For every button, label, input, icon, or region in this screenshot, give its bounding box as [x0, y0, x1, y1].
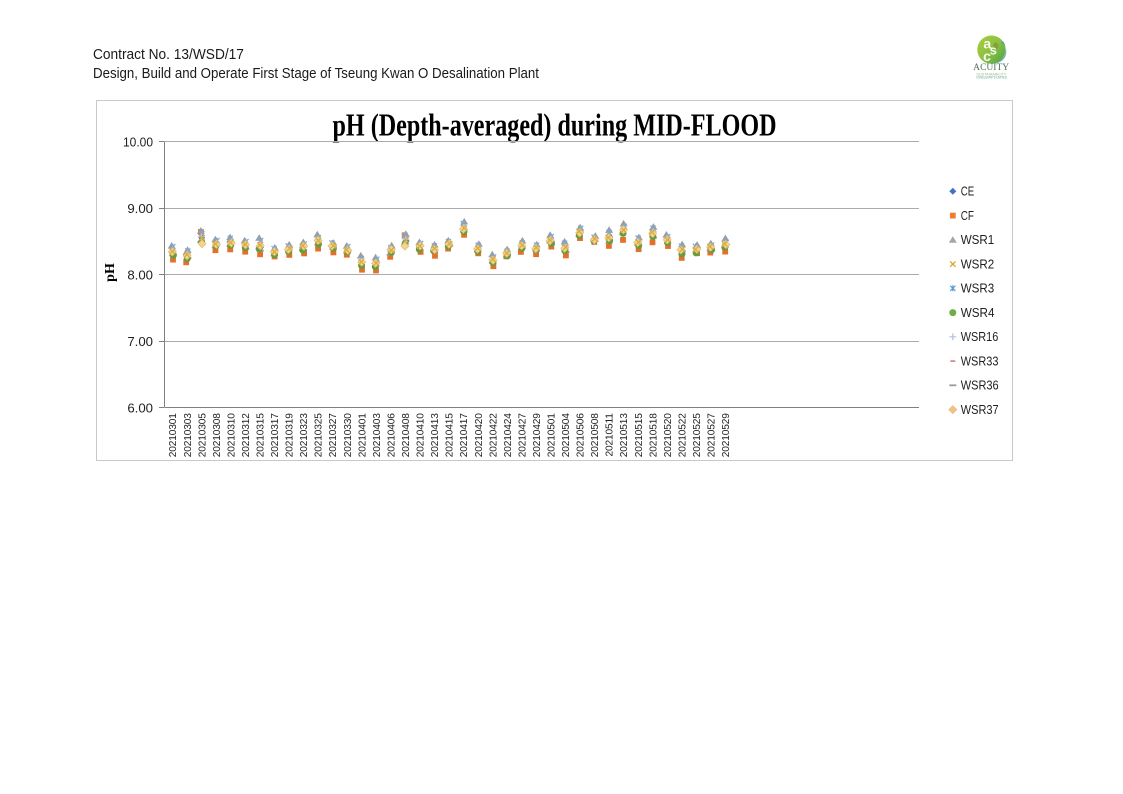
svg-text:20210310: 20210310: [226, 413, 237, 457]
svg-text:20210401: 20210401: [357, 413, 368, 457]
svg-text:CE: CE: [961, 185, 975, 199]
svg-text:WSR33: WSR33: [961, 354, 999, 368]
svg-text:SUSTAINABILITY: SUSTAINABILITY: [976, 72, 1007, 76]
svg-text:20210305: 20210305: [197, 413, 208, 457]
svg-text:20210415: 20210415: [445, 413, 456, 457]
svg-text:20210424: 20210424: [503, 413, 514, 457]
svg-text:20210330: 20210330: [343, 413, 354, 457]
svg-text:20210325: 20210325: [314, 413, 325, 457]
svg-text:20210529: 20210529: [721, 413, 732, 457]
svg-text:20210429: 20210429: [532, 413, 543, 457]
svg-text:20210403: 20210403: [372, 413, 383, 457]
svg-text:20210413: 20210413: [430, 413, 441, 457]
svg-text:20210422: 20210422: [488, 413, 499, 457]
svg-text:20210406: 20210406: [386, 413, 397, 457]
svg-text:20210303: 20210303: [183, 413, 194, 457]
svg-text:s: s: [990, 43, 997, 58]
svg-text:20210410: 20210410: [416, 413, 427, 457]
svg-text:pH: pH: [103, 263, 118, 282]
svg-text:WSR16: WSR16: [961, 330, 999, 344]
svg-text:WSR4: WSR4: [961, 306, 995, 320]
svg-text:20210327: 20210327: [328, 413, 339, 457]
svg-text:20210323: 20210323: [299, 413, 310, 457]
svg-text:20210515: 20210515: [634, 413, 645, 457]
svg-text:WSR1: WSR1: [961, 233, 995, 247]
svg-text:20210511: 20210511: [605, 413, 616, 457]
svg-text:8.00: 8.00: [127, 268, 153, 283]
svg-text:20210520: 20210520: [663, 413, 674, 457]
svg-text:20210522: 20210522: [678, 413, 689, 457]
svg-text:20210417: 20210417: [459, 413, 470, 457]
svg-text:CF: CF: [961, 209, 974, 223]
svg-text:20210506: 20210506: [576, 413, 587, 457]
svg-text:WSR36: WSR36: [961, 379, 999, 393]
svg-text:CONSULTANTS LIMITED: CONSULTANTS LIMITED: [976, 75, 1007, 79]
svg-text:WSR37: WSR37: [961, 403, 999, 417]
svg-text:7.00: 7.00: [127, 334, 153, 349]
svg-text:10.00: 10.00: [123, 135, 153, 150]
svg-text:9.00: 9.00: [127, 201, 153, 216]
svg-text:20210312: 20210312: [241, 413, 252, 457]
svg-text:20210308: 20210308: [212, 413, 223, 457]
svg-text:20210420: 20210420: [474, 413, 485, 457]
svg-text:c: c: [983, 48, 991, 64]
svg-text:20210301: 20210301: [168, 413, 179, 457]
svg-text:a: a: [983, 35, 991, 51]
svg-text:20210518: 20210518: [648, 413, 659, 457]
svg-text:20210504: 20210504: [561, 413, 572, 457]
svg-text:WSR2: WSR2: [961, 257, 995, 271]
svg-text:WSR3: WSR3: [961, 282, 995, 296]
svg-text:ACUITY: ACUITY: [973, 63, 1009, 73]
svg-text:20210508: 20210508: [590, 413, 601, 457]
svg-text:20210427: 20210427: [517, 413, 528, 457]
svg-text:20210501: 20210501: [547, 413, 558, 457]
svg-text:20210408: 20210408: [401, 413, 412, 457]
svg-text:20210525: 20210525: [692, 413, 703, 457]
svg-text:6.00: 6.00: [127, 401, 153, 416]
svg-text:20210527: 20210527: [707, 413, 718, 457]
svg-text:20210319: 20210319: [285, 413, 296, 457]
svg-text:20210317: 20210317: [270, 413, 281, 457]
svg-text:20210513: 20210513: [619, 413, 630, 457]
svg-text:20210315: 20210315: [256, 413, 267, 457]
svg-text:pH (Depth-averaged) during MID: pH (Depth-averaged) during MID-FLOOD: [333, 108, 777, 143]
